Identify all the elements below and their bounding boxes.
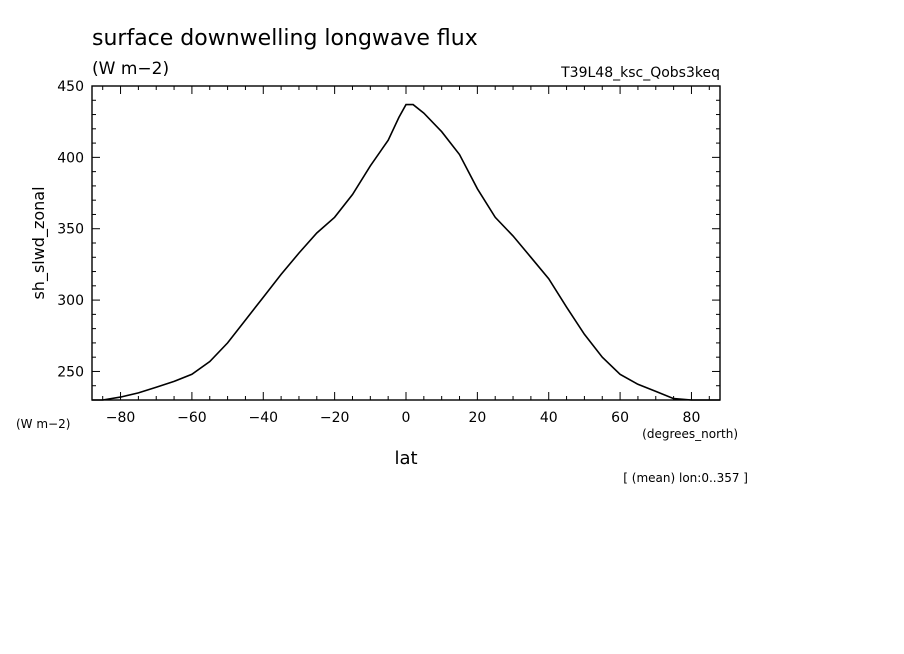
plot-frame	[91, 85, 721, 401]
title-units: (W m−2)	[92, 59, 169, 79]
series-line	[92, 103, 720, 401]
y-tick-label: 450	[57, 79, 84, 95]
x-tick-label: −60	[177, 410, 207, 426]
x-tick-label: 0	[402, 410, 411, 426]
y-axis-label: sh_slwd_zonal	[29, 186, 49, 299]
x-axis-label: lat	[394, 448, 417, 469]
x-axis-units: (degrees_north)	[642, 427, 738, 441]
y-axis-ticks	[92, 85, 720, 401]
x-axis-tick-labels: −80 −60 −40 −20 0 20 40 60 80	[106, 410, 701, 426]
x-tick-label: 80	[683, 410, 701, 426]
x-tick-label: 20	[468, 410, 486, 426]
x-axis-ticks	[102, 86, 710, 400]
x-tick-label: −20	[320, 410, 350, 426]
x-tick-label: 40	[540, 410, 558, 426]
x-tick-label: 60	[611, 410, 629, 426]
chart-title: surface downwelling longwave flux	[92, 26, 478, 51]
y-axis-units: (W m−2)	[16, 417, 70, 431]
run-label: T39L48_ksc_Qobs3keq	[560, 65, 720, 81]
y-tick-label: 400	[57, 150, 84, 166]
x-tick-label: −40	[248, 410, 278, 426]
y-axis-tick-labels: 250 300 350 400 450	[57, 79, 84, 380]
x-tick-label: −80	[106, 410, 136, 426]
mean-note: [ (mean) lon:0..357 ]	[623, 471, 748, 485]
y-tick-label: 300	[57, 293, 84, 309]
y-tick-label: 350	[57, 222, 84, 238]
y-tick-label: 250	[57, 364, 84, 380]
